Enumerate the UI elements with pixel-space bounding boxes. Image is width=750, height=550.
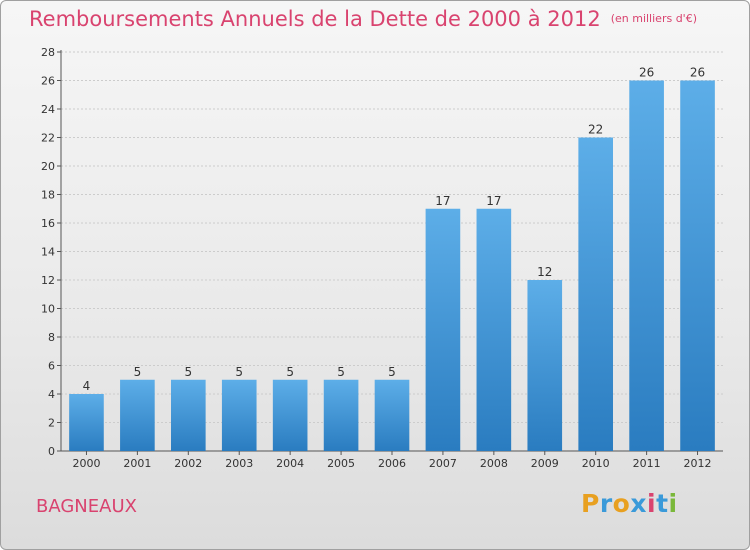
bar-2001 <box>120 379 155 451</box>
y-tick-label: 4 <box>48 388 55 401</box>
bar-2007 <box>425 208 461 451</box>
x-tick-label-2002: 2002 <box>174 457 202 470</box>
x-tick-label-2004: 2004 <box>276 457 304 470</box>
y-tick-label: 26 <box>41 75 55 88</box>
data-label-2000: 4 <box>83 379 91 393</box>
data-label-2002: 5 <box>184 365 192 379</box>
bar-2002 <box>170 379 206 451</box>
x-tick-label-2005: 2005 <box>327 457 355 470</box>
data-label-2012: 26 <box>690 66 705 80</box>
data-label-2008: 17 <box>486 194 501 208</box>
data-label-2003: 5 <box>235 365 243 379</box>
bar-2004 <box>272 379 308 451</box>
bar-2006 <box>374 379 410 451</box>
y-tick-label: 14 <box>41 246 55 259</box>
logo-letter: i <box>668 489 678 518</box>
x-tick-label-2011: 2011 <box>633 457 661 470</box>
bar-2005 <box>323 379 359 451</box>
y-tick-label: 16 <box>41 217 55 230</box>
bar-2011 <box>629 80 664 451</box>
data-label-2001: 5 <box>134 365 142 379</box>
data-label-2006: 5 <box>388 365 396 379</box>
logo-letter: r <box>599 489 613 518</box>
y-tick-label: 12 <box>41 274 55 287</box>
x-tick-label-2001: 2001 <box>123 457 151 470</box>
data-label-2011: 26 <box>639 66 654 80</box>
x-tick-label-2008: 2008 <box>480 457 508 470</box>
y-tick-label: 6 <box>48 360 55 373</box>
y-tick-label: 22 <box>41 132 55 145</box>
y-tick-label: 2 <box>48 417 55 430</box>
y-tick-label: 8 <box>48 331 55 344</box>
data-label-2004: 5 <box>286 365 294 379</box>
x-tick-label-2000: 2000 <box>72 457 100 470</box>
x-tick-label-2006: 2006 <box>378 457 406 470</box>
proxiti-logo[interactable]: Proxiti <box>581 489 678 518</box>
y-tick-label: 0 <box>48 445 55 458</box>
x-tick-label-2009: 2009 <box>531 457 559 470</box>
logo-letter: o <box>612 489 631 518</box>
bar-2008 <box>476 208 512 451</box>
y-tick-label: 24 <box>41 103 55 116</box>
bar-2010 <box>578 137 614 451</box>
bars <box>69 80 715 451</box>
labels: 0246810121416182022242628420005200152002… <box>41 46 712 470</box>
x-tick-label-2012: 2012 <box>684 457 712 470</box>
bar-2000 <box>69 394 104 451</box>
chart-title-text: Remboursements Annuels de la Dette de 20… <box>29 7 601 31</box>
chart-subtitle: (en milliers d'€) <box>610 12 697 25</box>
y-tick-label: 20 <box>41 160 55 173</box>
y-tick-label: 18 <box>41 189 55 202</box>
y-tick-label: 28 <box>41 46 55 59</box>
y-tick-label: 10 <box>41 303 55 316</box>
logo-letter: x <box>630 489 647 518</box>
data-label-2010: 22 <box>588 123 603 137</box>
bar-2009 <box>527 280 563 451</box>
commune-name: BAGNEAUX <box>36 496 137 517</box>
data-label-2005: 5 <box>337 365 345 379</box>
logo-letter: P <box>581 489 600 518</box>
x-tick-label-2007: 2007 <box>429 457 457 470</box>
data-label-2009: 12 <box>537 265 552 279</box>
chart-title: Remboursements Annuels de la Dette de 20… <box>29 7 697 31</box>
logo-letter: i <box>647 489 657 518</box>
data-label-2007: 17 <box>435 194 450 208</box>
bar-2003 <box>221 379 257 451</box>
logo-letter: t <box>656 489 669 518</box>
bar-2012 <box>680 80 715 451</box>
x-tick-label-2003: 2003 <box>225 457 253 470</box>
x-tick-label-2010: 2010 <box>582 457 610 470</box>
